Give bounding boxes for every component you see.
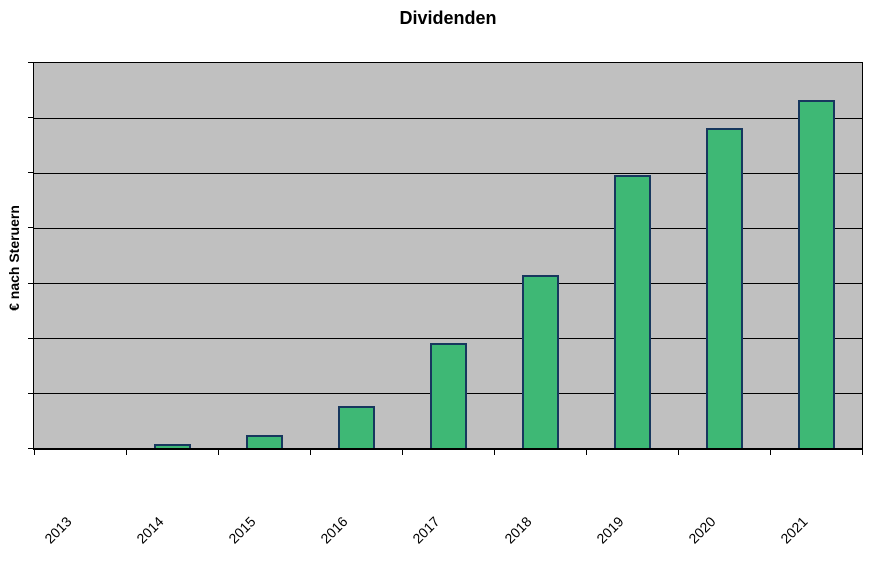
bar-2014 xyxy=(153,444,191,448)
y-axis-tick xyxy=(28,337,33,339)
x-axis-tick xyxy=(861,450,863,455)
bar-2016 xyxy=(337,406,375,448)
x-axis-tick xyxy=(33,450,35,455)
x-axis-tick xyxy=(585,450,587,455)
y-axis-tick xyxy=(28,392,33,394)
x-label-2017: 2017 xyxy=(409,513,443,547)
gridline xyxy=(34,337,862,339)
x-label-2018: 2018 xyxy=(501,513,535,547)
gridline xyxy=(34,282,862,284)
x-label-2013: 2013 xyxy=(41,513,75,547)
x-axis-tick xyxy=(217,450,219,455)
bar-2020 xyxy=(705,128,743,448)
x-axis-tick xyxy=(493,450,495,455)
bar-2021 xyxy=(797,100,835,448)
gridline xyxy=(34,117,862,119)
y-axis-tick xyxy=(28,172,33,174)
x-label-2015: 2015 xyxy=(225,513,259,547)
plot-area xyxy=(33,62,863,450)
chart-title: Dividenden xyxy=(399,8,497,28)
x-axis-tick xyxy=(769,450,771,455)
y-axis-label: € nach Steruern xyxy=(6,205,22,311)
x-label-2016: 2016 xyxy=(317,513,351,547)
bar-2017 xyxy=(429,343,467,448)
y-axis-tick xyxy=(28,62,33,63)
bar-2015 xyxy=(245,435,283,448)
x-axis-tick xyxy=(401,450,403,455)
x-label-2019: 2019 xyxy=(593,513,627,547)
x-label-2020: 2020 xyxy=(685,513,719,547)
x-axis-tick xyxy=(309,450,311,455)
bar-2018 xyxy=(521,275,559,448)
gridline xyxy=(34,227,862,229)
x-label-2021: 2021 xyxy=(777,513,811,547)
y-axis-tick xyxy=(28,117,33,119)
y-axis-tick xyxy=(28,448,33,449)
y-axis-tick xyxy=(28,227,33,229)
gridline xyxy=(34,172,862,174)
x-axis-tick xyxy=(125,450,127,455)
x-label-2014: 2014 xyxy=(133,513,167,547)
x-axis-tick xyxy=(677,450,679,455)
bar-2019 xyxy=(613,175,651,448)
y-axis-tick xyxy=(28,282,33,284)
